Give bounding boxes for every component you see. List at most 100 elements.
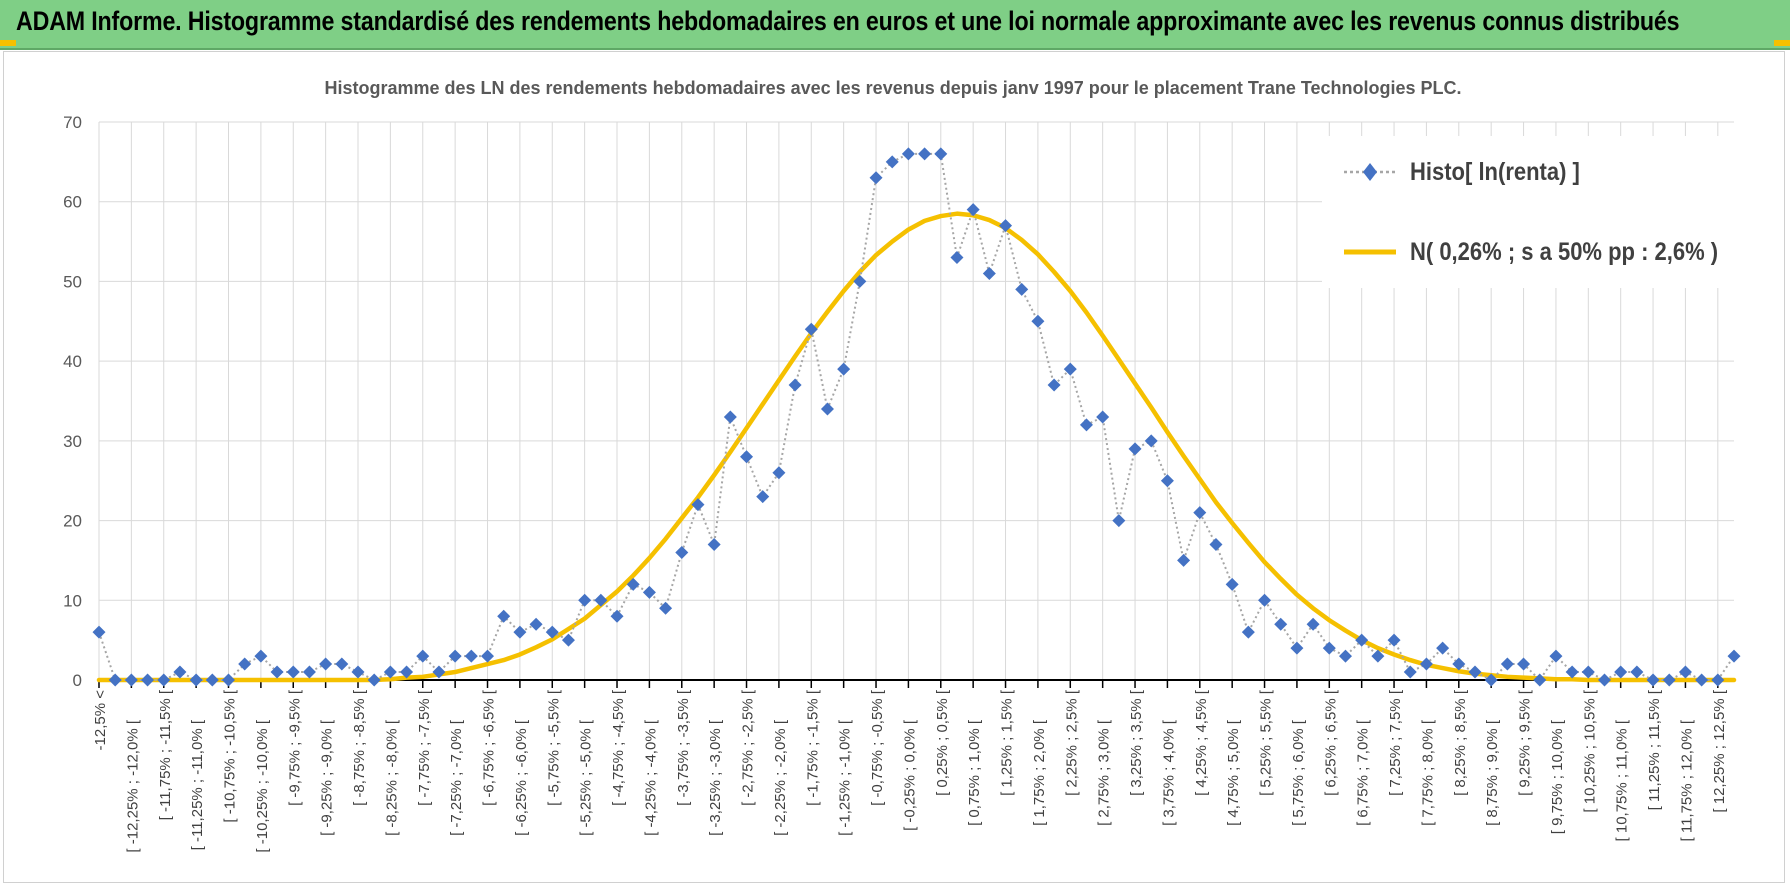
x-tick-label: [ 9,75% ; 10,0% [ <box>1549 719 1566 834</box>
histogram-point <box>254 649 268 663</box>
legend-normal-line-icon <box>1344 249 1396 255</box>
x-tick-label: [ -6,75% ; -6,5% [ <box>481 689 498 806</box>
header-accent-right <box>1774 40 1790 46</box>
x-tick-label: [ 11,75% ; 12,0% [ <box>1678 719 1695 841</box>
y-tick-label: 10 <box>63 591 82 610</box>
histogram-point <box>529 617 543 631</box>
x-tick-label: [ 7,75% ; 8,0% [ <box>1419 719 1436 826</box>
histogram-point <box>594 593 608 607</box>
x-tick-label: [ 3,25% ; 3,5% [ <box>1128 689 1145 796</box>
x-tick-label: [ -4,75% ; -4,5% [ <box>610 689 627 806</box>
chart-title: Histogramme des LN des rendements hebdom… <box>324 78 1461 98</box>
histogram-point <box>1225 577 1239 591</box>
histogram-point <box>1452 657 1466 671</box>
histogram-point <box>578 593 592 607</box>
histogram-point <box>1727 649 1741 663</box>
x-tick-label: [ -2,25% ; -2,0% [ <box>772 719 789 836</box>
y-tick-label: 0 <box>73 671 82 690</box>
x-tick-label: [ -5,75% ; -5,5% [ <box>545 689 562 806</box>
x-tick-label: [ 8,25% ; 8,5% [ <box>1452 689 1469 796</box>
histogram-point <box>400 665 414 679</box>
histogram-point <box>723 410 737 424</box>
legend-item-normal: N( 0,26% ; s a 50% pp : 2,6% ) <box>1342 232 1760 272</box>
x-tick-label: [ -8,25% ; -8,0% [ <box>383 719 400 836</box>
histogram-point <box>189 673 203 687</box>
x-tick-label: [ 9,25% ; 9,5% [ <box>1517 689 1534 796</box>
histogram-point <box>416 649 430 663</box>
x-tick-label: [ -2,75% ; -2,5% [ <box>740 689 757 806</box>
x-tick-label: [ -5,25% ; -5,0% [ <box>578 719 595 836</box>
histogram-point <box>432 665 446 679</box>
x-tick-label: [ 2,25% ; 2,5% [ <box>1063 689 1080 796</box>
x-tick-label: -12,5% < <box>92 690 109 751</box>
chart-grid <box>98 121 1734 681</box>
histogram-point <box>1047 378 1061 392</box>
legend-label-normal: N( 0,26% ; s a 50% pp : 2,6% ) <box>1410 237 1719 266</box>
histogram-point <box>1306 617 1320 631</box>
histogram-point <box>302 665 316 679</box>
histogram-point <box>173 665 187 679</box>
histogram-point <box>513 625 527 639</box>
histogram-point <box>1419 657 1433 671</box>
histogram-point <box>691 498 705 512</box>
histogram-point <box>1015 282 1029 296</box>
histogram-point <box>1241 625 1255 639</box>
histogram-point <box>1274 617 1288 631</box>
histogram-point <box>999 219 1013 233</box>
x-tick-label: [ -11,25% ; -11,0% [ <box>189 719 206 850</box>
histogram-point <box>1711 673 1725 687</box>
histogram-point <box>464 649 478 663</box>
histogram-point <box>157 673 171 687</box>
histogram-point <box>756 490 770 504</box>
histogram-point <box>1063 362 1077 376</box>
histogram-point <box>1517 657 1531 671</box>
x-tick-label: [ 6,75% ; 7,0% [ <box>1355 719 1372 826</box>
histogram-point <box>497 609 511 623</box>
x-tick-label: [ 12,25% ; 12,5% [ <box>1711 689 1728 812</box>
histogram-point <box>966 203 980 217</box>
histogram-point <box>1322 641 1336 655</box>
histogram-point <box>383 665 397 679</box>
histogram-point <box>804 322 818 336</box>
x-tick-label: [ 10,25% ; 10,5% [ <box>1581 689 1598 812</box>
histogram-point <box>1079 418 1093 432</box>
histogram-point <box>659 601 673 615</box>
x-tick-label: [ 4,75% ; 5,0% [ <box>1225 719 1242 826</box>
histogram-point <box>1581 665 1595 679</box>
x-tick-label: [ 4,25% ; 4,5% [ <box>1193 689 1210 796</box>
histogram-point <box>481 649 495 663</box>
histogram-point <box>1290 641 1304 655</box>
histogram-point <box>108 673 122 687</box>
histogram-point <box>205 673 219 687</box>
legend-item-histo: Histo[ ln(renta) ] <box>1342 152 1603 192</box>
histogram-point <box>1160 474 1174 488</box>
histogram-point <box>869 171 883 185</box>
x-tick-label: [ 0,25% ; 0,5% [ <box>934 689 951 796</box>
x-tick-label: [ 7,25% ; 7,5% [ <box>1387 689 1404 796</box>
x-tick-label: [ -10,75% ; -10,5% [ <box>222 689 239 822</box>
histogram-series <box>92 147 1741 687</box>
histogram-point <box>351 665 365 679</box>
histogram-point <box>448 649 462 663</box>
y-axis-ticks: 0 10 20 30 40 50 60 70 <box>63 113 82 690</box>
histogram-point <box>772 466 786 480</box>
histogram-point <box>270 665 284 679</box>
x-tick-label: [ -10,25% ; -10,0% [ <box>254 719 271 852</box>
x-tick-label: [ -3,25% ; -3,0% [ <box>707 719 724 836</box>
x-tick-label: [ -7,75% ; -7,5% [ <box>416 689 433 806</box>
histogram-point <box>141 673 155 687</box>
x-tick-label: [ 1,75% ; 2,0% [ <box>1031 719 1048 826</box>
x-tick-label: [ 8,75% ; 9,0% [ <box>1484 719 1501 826</box>
histogram-point <box>545 625 559 639</box>
histogram-point <box>286 665 300 679</box>
histogram-point <box>740 450 754 464</box>
histogram-point <box>1678 665 1692 679</box>
y-tick-label: 20 <box>63 512 82 531</box>
histogram-point <box>950 251 964 265</box>
page-title: ADAM Informe. Histogramme standardisé de… <box>16 6 1680 36</box>
legend-histo-marker-icon <box>1344 163 1396 181</box>
histogram-point <box>820 402 834 416</box>
histogram-point <box>885 155 899 169</box>
histogram-point <box>1193 506 1207 520</box>
